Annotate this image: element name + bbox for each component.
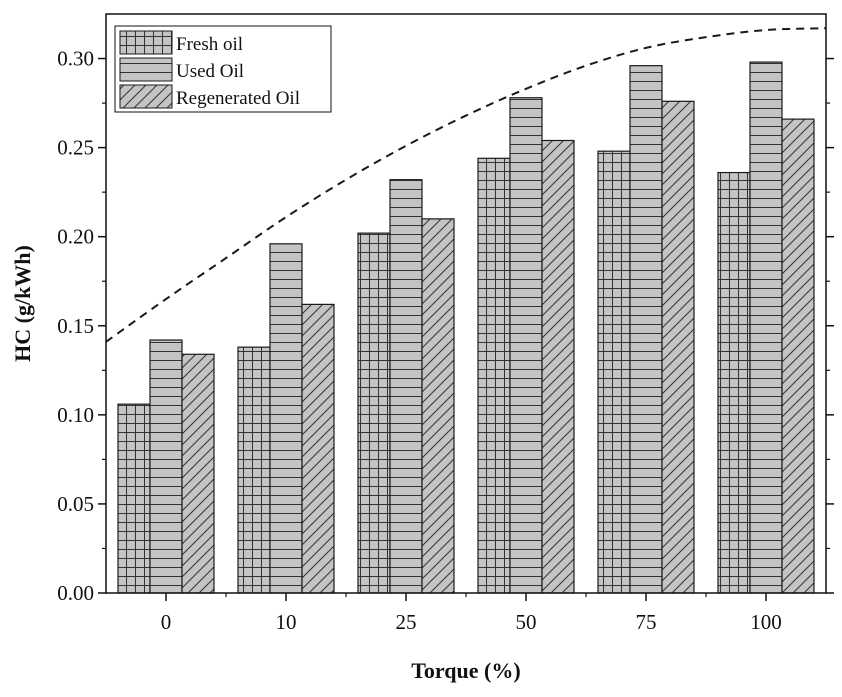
- bar-fresh-oil-75: [597, 150, 631, 594]
- bar-used-oil-75: [629, 65, 663, 594]
- legend: Fresh oil Used Oil Regenerated Oil: [114, 25, 332, 113]
- bar-used-oil-10: [269, 243, 303, 594]
- x-tick-label: 75: [636, 610, 657, 634]
- y-tick-label: 0.25: [57, 136, 94, 160]
- y-tick-label: 0.30: [57, 47, 94, 71]
- bar-used-oil-25: [389, 179, 423, 594]
- y-tick-label: 0.15: [57, 314, 94, 338]
- bar-regenerated-oil-0: [181, 353, 215, 594]
- bar-fresh-oil-25: [357, 232, 391, 594]
- bar-used-oil-100: [749, 61, 783, 594]
- bar-fresh-oil-50: [477, 157, 511, 594]
- y-tick-label: 0.00: [57, 581, 94, 605]
- legend-label-fresh-oil: Fresh oil: [176, 34, 243, 55]
- bar-fresh-oil-10: [237, 346, 271, 594]
- bar-regenerated-oil-75: [661, 100, 695, 594]
- legend-swatch-fresh-oil: [119, 30, 173, 55]
- x-tick-label: 100: [750, 610, 782, 634]
- bar-regenerated-oil-50: [541, 139, 575, 594]
- y-tick-label: 0.20: [57, 225, 94, 249]
- x-tick-label: 25: [396, 610, 417, 634]
- legend-label-regenerated-oil: Regenerated Oil: [176, 88, 300, 109]
- trend-line: [105, 27, 827, 343]
- x-axis-title: Torque (%): [411, 658, 520, 683]
- x-tick-label: 10: [276, 610, 297, 634]
- bar-regenerated-oil-25: [421, 218, 455, 594]
- x-tick-label: 50: [516, 610, 537, 634]
- bar-fresh-oil-100: [717, 171, 751, 594]
- legend-swatch-regenerated-oil: [119, 84, 173, 109]
- y-tick-label: 0.10: [57, 403, 94, 427]
- x-tick-label: 0: [161, 610, 172, 634]
- bar-used-oil-50: [509, 97, 543, 594]
- y-axis-title: HC (g/kWh): [10, 245, 35, 362]
- bar-regenerated-oil-100: [781, 118, 815, 594]
- bar-regenerated-oil-10: [301, 303, 335, 594]
- legend-label-used-oil: Used Oil: [176, 61, 244, 82]
- legend-swatch-used-oil: [119, 57, 173, 82]
- bar-used-oil-0: [149, 339, 183, 594]
- y-tick-label: 0.05: [57, 492, 94, 516]
- bar-fresh-oil-0: [117, 403, 151, 594]
